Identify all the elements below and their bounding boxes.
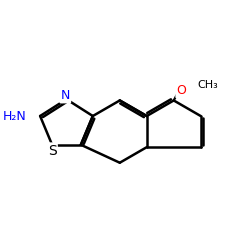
Text: O: O (176, 84, 186, 97)
Text: H₂N: H₂N (3, 110, 27, 122)
Text: CH₃: CH₃ (198, 80, 218, 90)
Text: S: S (48, 144, 56, 158)
Text: N: N (60, 89, 70, 102)
